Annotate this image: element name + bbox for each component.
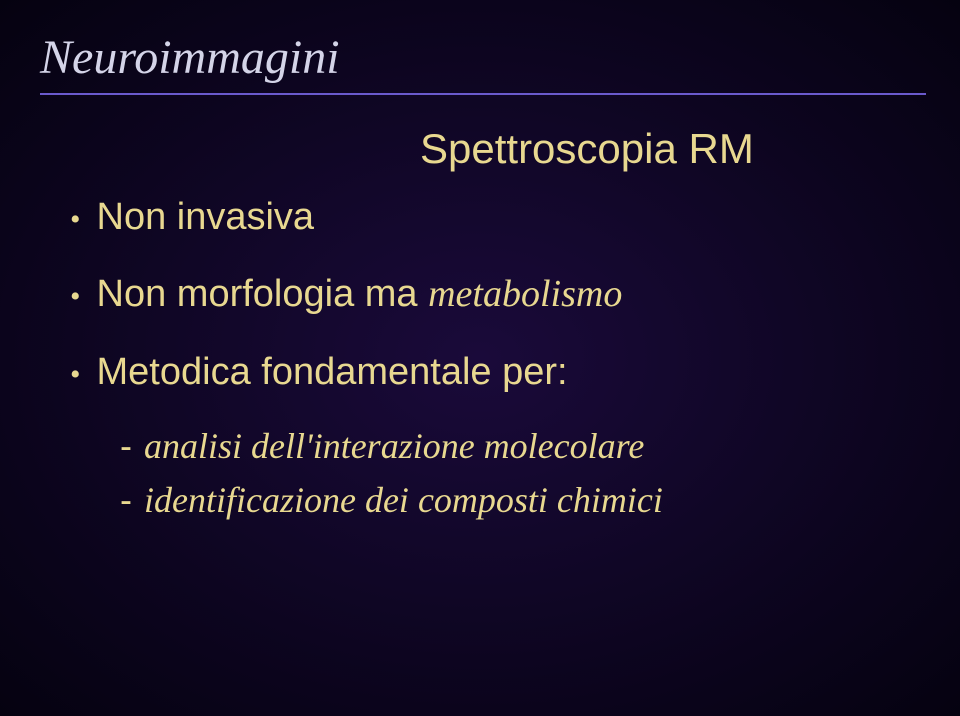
dash-1: - <box>120 425 132 467</box>
dash-2: - <box>120 479 132 521</box>
bullet-prefix-3: Metodica fondamentale per: <box>97 351 568 393</box>
slide-subtitle: Spettroscopia RM <box>420 125 754 173</box>
title-underline <box>40 93 926 95</box>
bullet-dot: • <box>70 205 81 235</box>
sub-text-2: identificazione dei composti chimici <box>144 479 663 521</box>
bullet-dot: • <box>70 282 81 312</box>
bullet-item-3: • Metodica fondamentale per: <box>70 348 920 397</box>
slide-title: Neuroimmagini <box>40 30 920 85</box>
bullet-list: • Non invasiva • Non morfologia ma metab… <box>40 193 920 521</box>
sub-item-1: - analisi dell'interazione molecolare <box>120 425 920 467</box>
sub-text-1: analisi dell'interazione molecolare <box>144 425 644 467</box>
bullet-dot: • <box>70 360 81 390</box>
bullet-prefix-1: Non invasiva <box>97 196 315 238</box>
bullet-item-2: • Non morfologia ma metabolismo <box>70 270 920 319</box>
bullet-text-3: Metodica fondamentale per: <box>97 348 568 397</box>
subtitle-row: Spettroscopia RM <box>40 125 920 173</box>
bullet-text-1: Non invasiva <box>97 193 315 242</box>
bullet-italic-2: metabolismo <box>428 273 622 315</box>
bullet-text-2: Non morfologia ma metabolismo <box>97 270 623 319</box>
bullet-item-1: • Non invasiva <box>70 193 920 242</box>
sub-item-2: - identificazione dei composti chimici <box>120 479 920 521</box>
bullet-prefix-2: Non morfologia ma <box>97 273 429 315</box>
slide-container: Neuroimmagini Spettroscopia RM • Non inv… <box>0 0 960 716</box>
